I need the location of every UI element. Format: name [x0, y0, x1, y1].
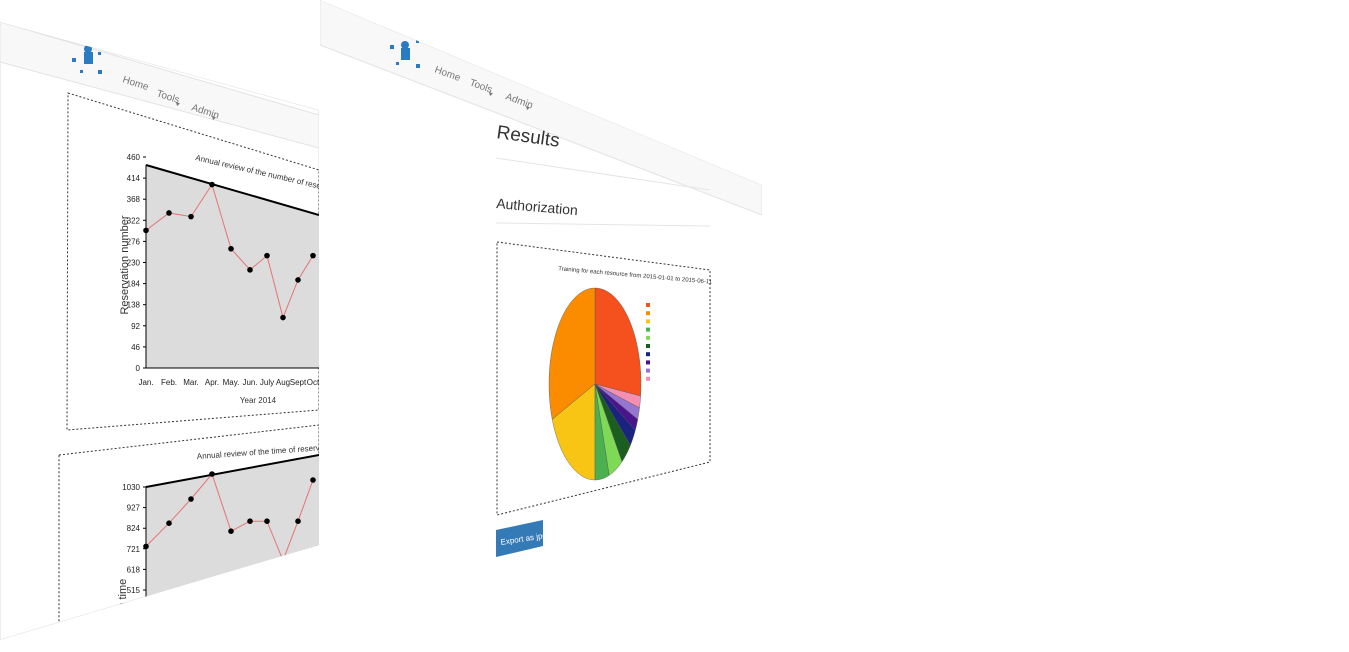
legend-swatch: [646, 376, 650, 381]
legend-swatch: [646, 335, 650, 340]
x-tick-label: Jan.: [138, 378, 153, 387]
logo: [72, 45, 102, 74]
legend-swatch: [646, 352, 650, 357]
data-point: [247, 518, 253, 524]
x-tick-label: Apr.: [205, 378, 219, 387]
legend-swatch: [646, 360, 650, 365]
legend-swatch: [646, 344, 650, 348]
logo: [390, 40, 420, 68]
data-point: [228, 245, 234, 252]
plot-border: [145, 164, 319, 216]
x-tick-label: Oct: [307, 378, 320, 387]
caret: [212, 116, 216, 120]
y-tick-label: 618: [127, 565, 141, 574]
y-axis-label: Reservation number: [119, 215, 131, 314]
pie-slice: [594, 383, 631, 463]
button-label[interactable]: Export as xls: [499, 570, 546, 590]
x-tick-label: Jun.: [242, 378, 257, 387]
navbar: [320, 0, 762, 216]
data-point: [188, 213, 194, 220]
line-series: [145, 472, 314, 562]
button[interactable]: [496, 520, 543, 557]
y-tick-label: 276: [127, 237, 141, 246]
data-point: [166, 520, 172, 526]
y-tick-label: 322: [127, 216, 141, 225]
button[interactable]: [496, 561, 540, 600]
pie-slice: [552, 383, 596, 481]
y-tick-label: 138: [127, 301, 141, 310]
pie-slice: [594, 383, 623, 476]
plot-border: [145, 454, 319, 488]
y-tick-label: 927: [127, 504, 141, 513]
data-point: [295, 518, 301, 524]
divider: [495, 157, 711, 191]
section-heading: Authorization: [496, 195, 579, 218]
caret: [176, 102, 180, 106]
y-tick-label: 460: [127, 153, 141, 162]
pie-slice: [594, 383, 641, 409]
data-point: [143, 227, 149, 234]
data-point: [228, 528, 234, 534]
right-panel: Home Tools Admin Results Authorization T…: [320, 0, 762, 620]
y-tick-label: 414: [127, 174, 141, 183]
data-point: [310, 252, 316, 259]
data-point: [188, 496, 194, 502]
y-tick-label: 230: [127, 259, 141, 268]
legend-swatch: [646, 368, 650, 373]
data-point: [310, 477, 316, 483]
data-point: [295, 277, 301, 283]
divider: [495, 222, 711, 227]
left-panel: Home Tools Admin Annual review of the nu…: [0, 22, 320, 640]
y-tick-label: 92: [131, 322, 140, 331]
x-tick-label: Mar.: [183, 378, 199, 387]
y-tick-label: 184: [127, 280, 141, 289]
x-tick-label: May.: [223, 378, 240, 387]
data-point: [143, 543, 149, 550]
legend-swatch: [646, 303, 650, 307]
x-tick-label: Aug: [276, 378, 290, 387]
data-point: [264, 252, 270, 259]
plot-area: [146, 455, 319, 600]
pie-slice: [548, 287, 596, 420]
x-axis-label: Year 2014: [240, 396, 277, 405]
data-point: [280, 557, 286, 564]
legend-swatch: [646, 327, 650, 332]
y-tick-label: 368: [127, 195, 141, 204]
x-tick-label: Sept: [290, 378, 307, 387]
data-point: [247, 267, 253, 273]
data-point: [166, 210, 172, 216]
x-tick-label: Feb.: [161, 378, 177, 387]
caret: [489, 92, 493, 96]
pie-slice: [594, 287, 642, 397]
line-series: [145, 183, 314, 320]
data-point: [280, 314, 286, 321]
y-tick-label: 824: [127, 524, 141, 533]
y-tick-label: 0: [136, 364, 141, 373]
data-point: [209, 181, 215, 188]
y-tick-label: 721: [127, 545, 141, 554]
caret: [526, 106, 530, 110]
legend-swatch: [646, 319, 650, 324]
y-tick-label: 46: [131, 343, 140, 352]
data-point: [264, 518, 270, 524]
y-tick-label: 1030: [122, 483, 140, 492]
navbar: [0, 22, 319, 149]
legend-swatch: [646, 311, 650, 316]
y-tick-label: 515: [127, 586, 141, 595]
x-tick-label: July: [260, 378, 274, 387]
chart-frame: [58, 424, 319, 631]
chart-frame: [496, 241, 711, 516]
data-point: [209, 471, 215, 477]
